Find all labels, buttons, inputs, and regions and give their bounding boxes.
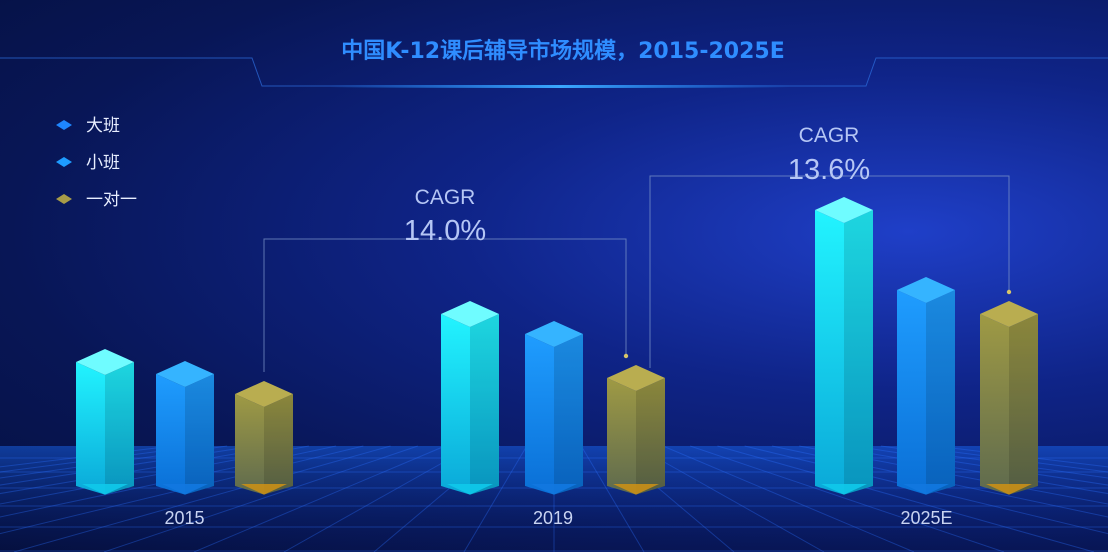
- legend-label: 一对一: [86, 190, 137, 210]
- bar-bottom-tip: [986, 484, 1032, 495]
- legend-marker: [56, 120, 72, 130]
- x-tick-label: 2015: [164, 508, 204, 528]
- bar-side-shade: [264, 394, 293, 495]
- bar-cap: [441, 301, 499, 327]
- bar-body: [607, 378, 665, 495]
- bar-side-shade: [1009, 314, 1038, 495]
- cagr-label: CAGR: [799, 124, 860, 147]
- bar-side-shade: [470, 314, 499, 495]
- legend-label: 小班: [86, 153, 120, 173]
- cagr-value: 13.6%: [788, 154, 870, 186]
- bar-1-2: [897, 277, 955, 495]
- x-tick-label: 2025E: [900, 508, 952, 528]
- bar-bottom-tip: [531, 484, 577, 495]
- bar-cap: [980, 301, 1038, 327]
- cagr-bracket: [263, 238, 627, 372]
- bar-2-2: [980, 301, 1038, 495]
- bar-body: [156, 374, 214, 495]
- bar-bottom-tip: [821, 484, 867, 495]
- cagr-value: 14.0%: [404, 215, 486, 247]
- x-axis-labels: 2015 2019 2025E: [164, 508, 952, 528]
- bar-bottom-tip: [447, 484, 493, 495]
- bar-bottom-tip: [241, 484, 287, 495]
- bar-cap: [76, 349, 134, 375]
- bar-body: [980, 314, 1038, 495]
- bar-cap: [897, 277, 955, 303]
- bar-1-1: [525, 321, 583, 495]
- cagr-bracket: [649, 175, 1010, 368]
- bar-bottom-tip: [613, 484, 659, 495]
- cagr-annotations: CAGR 14.0% CAGR 13.6%: [263, 124, 1012, 372]
- bar-0-0: [76, 349, 134, 495]
- bar-2-0: [235, 381, 293, 495]
- legend-label: 大班: [86, 116, 120, 136]
- bar-side-shade: [554, 334, 583, 495]
- bar-cap: [815, 197, 873, 223]
- bar-side-shade: [636, 378, 665, 495]
- legend-marker: [56, 157, 72, 167]
- bar-bottom-tip: [82, 484, 128, 495]
- bar-0-1: [441, 301, 499, 495]
- bar-bottom-tip: [162, 484, 208, 495]
- bar-cap: [525, 321, 583, 347]
- bar-body: [441, 314, 499, 495]
- bar-cap: [607, 365, 665, 391]
- bar-body: [525, 334, 583, 495]
- bar-body: [897, 290, 955, 495]
- bar-cap: [235, 381, 293, 407]
- bars-layer: [76, 197, 1038, 495]
- bar-side-shade: [844, 210, 873, 495]
- bar-bottom-tip: [903, 484, 949, 495]
- cagr-label: CAGR: [415, 186, 476, 209]
- bar-body: [235, 394, 293, 495]
- bar-side-shade: [185, 374, 214, 495]
- cagr-annotation-1: CAGR 13.6%: [649, 124, 1012, 368]
- bar-side-shade: [105, 362, 134, 495]
- cagr-end-dot: [623, 353, 629, 359]
- title-underline: [330, 85, 790, 88]
- cagr-annotation-0: CAGR 14.0%: [263, 186, 629, 372]
- bar-2-1: [607, 365, 665, 495]
- bar-body: [76, 362, 134, 495]
- bar-0-2: [815, 197, 873, 495]
- bar-side-shade: [926, 290, 955, 495]
- x-tick-label: 2019: [533, 508, 573, 528]
- chart-title: 中国K-12课后辅导市场规模，2015-2025E: [341, 38, 785, 64]
- legend-marker: [56, 194, 72, 204]
- cagr-end-dot: [1006, 289, 1012, 295]
- bar-1-0: [156, 361, 214, 495]
- bar-body: [815, 210, 873, 495]
- bar-cap: [156, 361, 214, 387]
